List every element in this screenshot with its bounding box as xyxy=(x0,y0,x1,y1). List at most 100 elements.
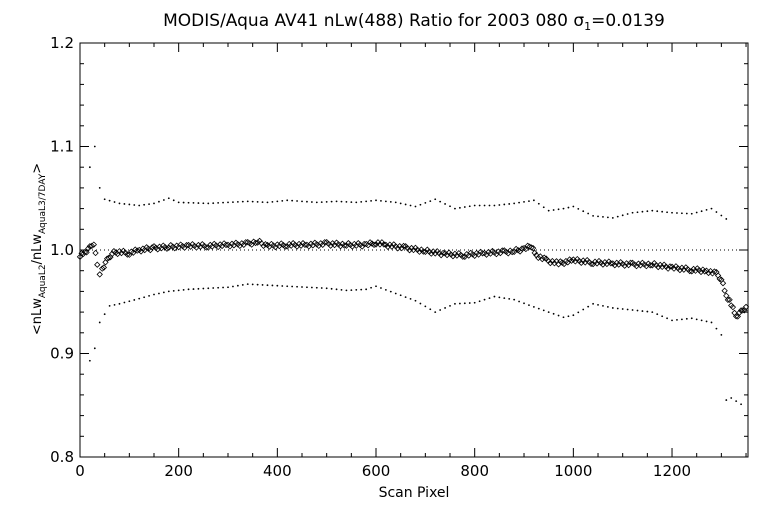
upper-bound-point xyxy=(251,200,254,203)
lower-bound-point xyxy=(621,308,624,310)
upper-bound-point xyxy=(458,206,461,209)
upper-bound-point xyxy=(611,217,614,219)
lower-bound-point xyxy=(577,311,580,314)
upper-bound-point xyxy=(424,202,427,204)
lower-bound-point xyxy=(592,302,594,305)
mean-point xyxy=(568,257,575,264)
lower-bound-point xyxy=(488,297,491,300)
mean-point xyxy=(90,241,97,248)
mean-point xyxy=(726,296,733,303)
lower-bound-point xyxy=(103,313,106,316)
mean-point xyxy=(732,313,740,320)
lower-bound-point xyxy=(148,294,150,297)
chart-title-sigma-subscript: 1 xyxy=(584,20,591,33)
upper-bound-point xyxy=(409,204,412,207)
lower-bound-point xyxy=(306,286,308,289)
lower-bound-point xyxy=(222,286,224,289)
upper-bound-point xyxy=(429,200,432,202)
upper-bound-point xyxy=(182,201,185,204)
lower-bound-point xyxy=(666,317,668,320)
upper-bound-point xyxy=(187,201,190,204)
upper-bound-point xyxy=(227,201,229,204)
upper-bound-point xyxy=(503,203,506,206)
lower-bound-point xyxy=(587,305,590,308)
upper-bound-point xyxy=(454,207,456,210)
lower-bound-point xyxy=(473,301,476,304)
lower-bound-point xyxy=(503,297,506,300)
chart-title-prefix: MODIS/Aqua AV41 nLw(488) Ratio for 2003 … xyxy=(163,11,573,31)
lower-bound-point xyxy=(680,318,683,321)
upper-bound-point xyxy=(281,199,284,202)
lower-bound-point xyxy=(232,285,234,288)
lower-bound-point xyxy=(187,288,190,291)
chart-title: MODIS/Aqua AV41 nLw(488) Ratio for 2003 … xyxy=(163,11,665,33)
lower-bound-point xyxy=(384,288,387,291)
mean-point xyxy=(134,247,141,254)
mean-point xyxy=(282,243,289,250)
lower-bound-point xyxy=(256,283,259,286)
upper-bound-point xyxy=(700,210,703,213)
upper-bound-point xyxy=(478,204,481,207)
mean-point xyxy=(99,265,106,272)
mean-point xyxy=(509,248,516,256)
mean-point xyxy=(85,245,92,252)
upper-bound-point xyxy=(493,204,496,207)
lower-bound-point xyxy=(350,289,353,292)
mean-point xyxy=(459,253,467,260)
lower-bound-point xyxy=(493,295,496,298)
lower-bound-point xyxy=(730,397,733,399)
lower-bound-point xyxy=(498,296,501,299)
series-lower xyxy=(88,283,742,406)
lower-bound-point xyxy=(508,298,511,300)
upper-bound-point xyxy=(192,202,195,204)
upper-bound-point xyxy=(587,212,590,215)
mean-point xyxy=(721,287,728,294)
y-tick-label: 1.1 xyxy=(50,138,74,156)
mean-point xyxy=(148,244,156,251)
x-tick-label: 200 xyxy=(164,462,193,480)
lower-bound-point xyxy=(636,309,639,312)
y-tick-label: 1.0 xyxy=(50,241,74,259)
mean-point xyxy=(439,249,447,257)
mean-point xyxy=(607,260,615,267)
lower-bound-point xyxy=(419,302,422,305)
lower-bound-point xyxy=(291,285,294,288)
lower-bound-point xyxy=(325,287,328,290)
mean-point xyxy=(701,268,708,275)
mean-point xyxy=(222,241,230,249)
upper-bound-point xyxy=(271,200,274,203)
upper-bound-point xyxy=(128,203,131,206)
mean-point xyxy=(547,259,554,267)
x-tick-label: 0 xyxy=(75,462,85,480)
upper-bound-point xyxy=(138,204,141,207)
upper-bound-point xyxy=(286,199,289,202)
lower-bound-point xyxy=(641,310,644,312)
upper-bound-point xyxy=(592,214,594,217)
lower-bound-point xyxy=(133,299,136,301)
lower-bound-point xyxy=(685,317,688,320)
upper-bound-point xyxy=(355,201,358,204)
lower-bound-point xyxy=(409,298,412,300)
lower-bound-point xyxy=(261,284,264,286)
lower-bound-point xyxy=(454,302,456,305)
lower-bound-point xyxy=(340,288,343,291)
mean-point xyxy=(520,244,528,252)
upper-bound-point xyxy=(217,202,220,204)
lower-bound-point xyxy=(370,286,372,289)
upper-bound-point xyxy=(108,199,111,202)
lower-bound-point xyxy=(676,318,678,321)
lower-bound-point xyxy=(449,304,451,307)
mean-point xyxy=(252,239,259,247)
mean-point xyxy=(96,271,103,278)
mean-point xyxy=(124,251,131,258)
mean-point xyxy=(479,250,486,257)
upper-bound-point xyxy=(98,187,101,189)
mean-point xyxy=(518,245,526,252)
upper-bound-point xyxy=(365,200,368,203)
upper-bound-point xyxy=(276,200,279,203)
upper-bound-point xyxy=(93,145,96,148)
upper-bound-point xyxy=(626,213,629,215)
upper-bound-point xyxy=(153,202,155,205)
upper-bound-point xyxy=(483,204,486,207)
